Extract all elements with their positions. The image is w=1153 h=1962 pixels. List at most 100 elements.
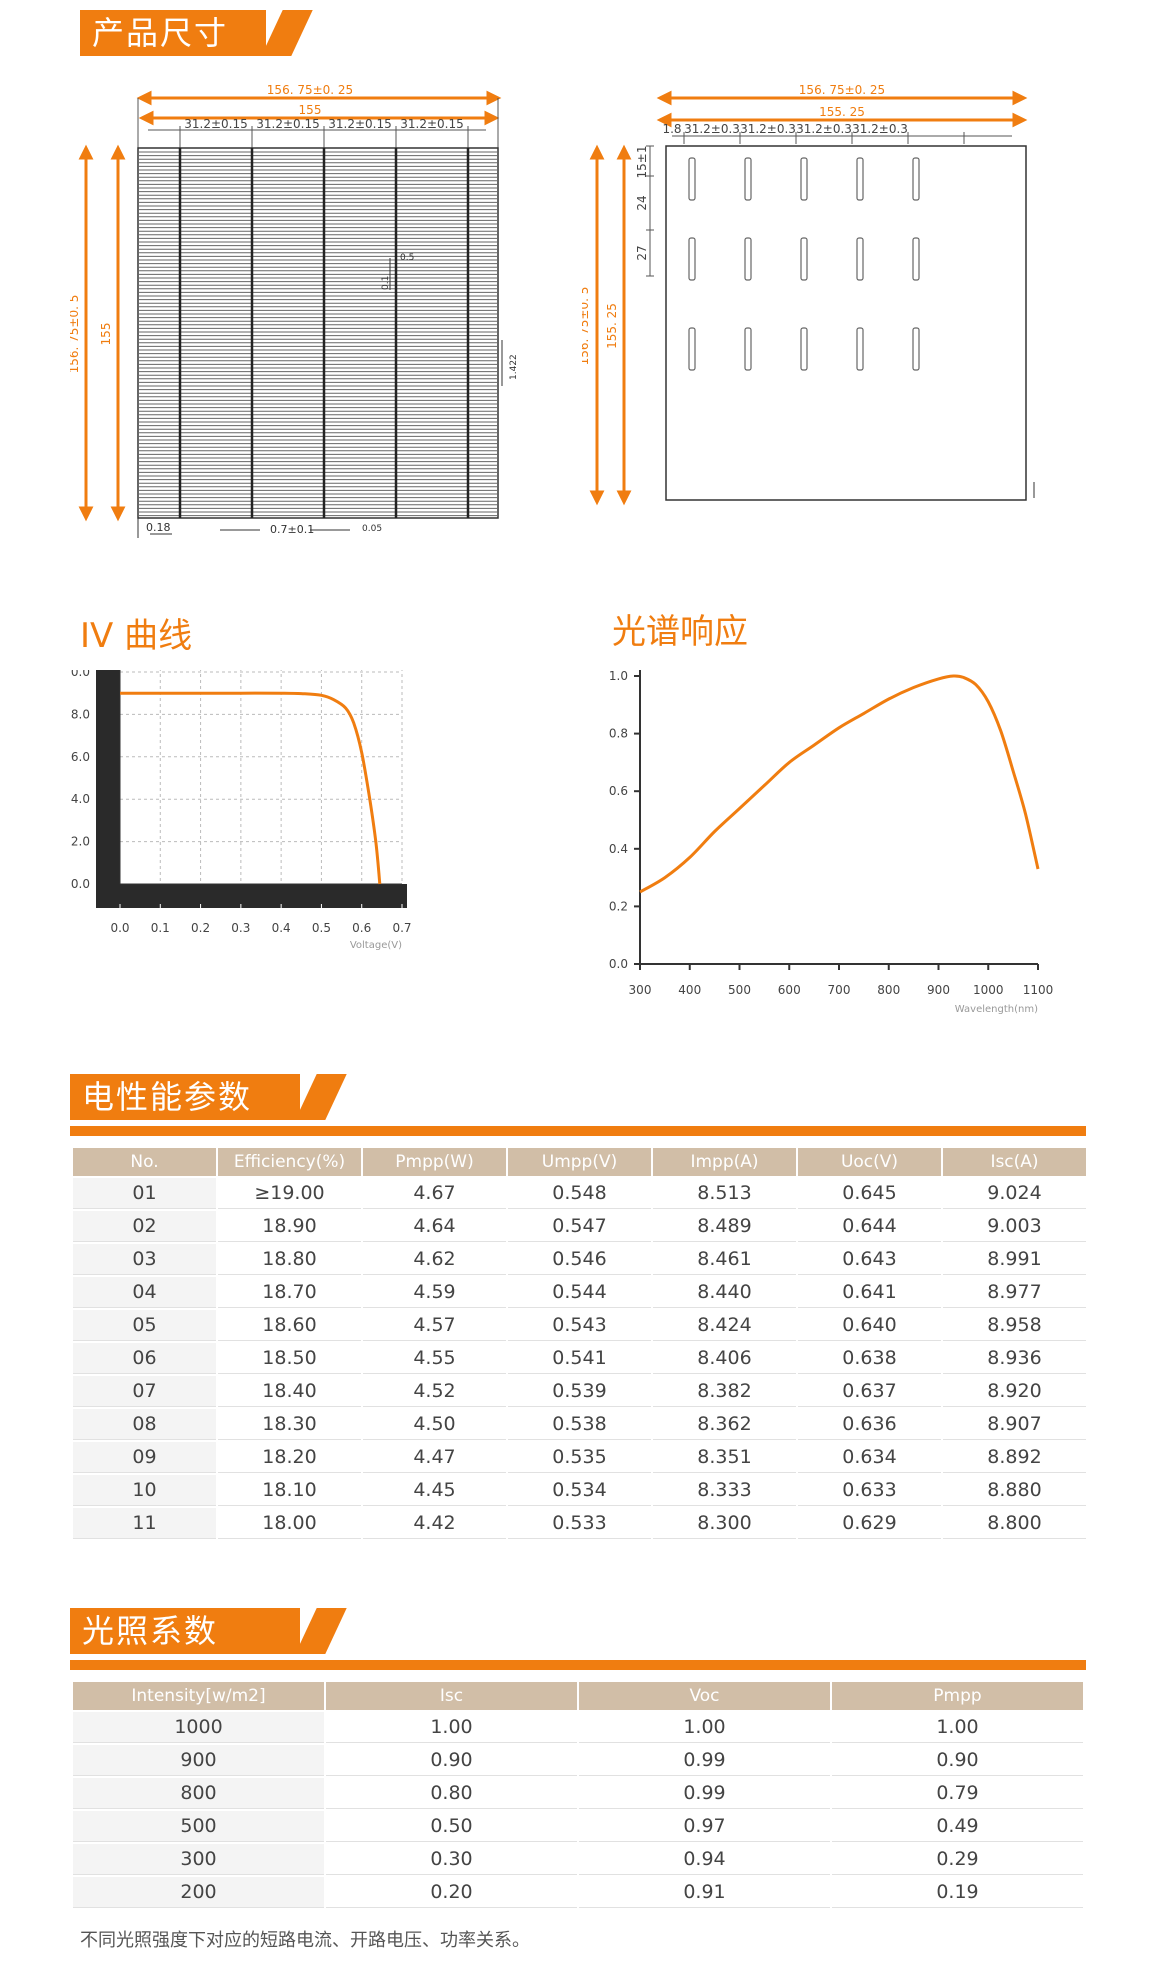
table-cell: 8.489 — [653, 1211, 796, 1242]
spectral-chart-title: 光谱响应 — [612, 612, 748, 652]
table-cell: 0.29 — [832, 1844, 1083, 1875]
table-cell: 0.90 — [832, 1745, 1083, 1776]
table-cell: 18.30 — [218, 1409, 361, 1440]
table-cell: ≥19.00 — [218, 1178, 361, 1209]
table-cell: 18.90 — [218, 1211, 361, 1242]
spectral-chart: 0.0 0.2 0.4 0.6 0.8 1.0 300 400 500 600 700 800 900 1… — [609, 670, 1053, 1015]
front-small-label: 0.1 — [381, 276, 391, 290]
x-axis-label: Wavelength(nm) — [955, 1004, 1038, 1015]
back-height-total: 156. 75±0. 5 — [582, 287, 591, 366]
x-tick-label: 0.5 — [312, 921, 331, 935]
table-header-cell: No. — [73, 1148, 216, 1176]
table-cell: 0.629 — [798, 1508, 941, 1539]
y-tick-label: 4.0 — [71, 792, 90, 806]
table-cell: 0.645 — [798, 1178, 941, 1209]
back-pitch-label: 31.2±0.3 — [852, 122, 908, 136]
table-row: 800 0.80 0.99 0.79 — [73, 1778, 1083, 1809]
table-cell: 1.00 — [326, 1712, 577, 1743]
table-cell: 8.880 — [943, 1475, 1086, 1506]
back-height-inner: 155. 25 — [605, 303, 619, 349]
chart-axes — [639, 670, 1038, 965]
table-cell: 0.99 — [579, 1745, 830, 1776]
table-cell: 500 — [73, 1811, 324, 1842]
table-cell: 0.543 — [508, 1310, 651, 1341]
back-pitch-label: 31.2±0.3 — [796, 122, 852, 136]
table-cell: 0.640 — [798, 1310, 941, 1341]
table-cell: 8.958 — [943, 1310, 1086, 1341]
table-header-cell: Isc — [326, 1682, 577, 1710]
banner-accent — [295, 1074, 347, 1120]
y-tick-label: 6.0 — [71, 750, 90, 764]
chart-frame — [96, 670, 407, 908]
x-axis-label: Voltage(V) — [350, 940, 402, 951]
back-width-inner: 155. 25 — [819, 105, 865, 119]
table-row: 05 18.60 4.57 0.543 8.424 0.640 8.958 — [73, 1310, 1086, 1341]
front-pitch-label: 31.2±0.15 — [184, 117, 248, 131]
table-row: 09 18.20 4.47 0.535 8.351 0.634 8.892 — [73, 1442, 1086, 1473]
table-cell: 4.64 — [363, 1211, 506, 1242]
x-tick-label: 400 — [678, 983, 701, 997]
y-tick-label: 0.4 — [609, 842, 628, 856]
back-vertical-label: 15±1 — [635, 146, 649, 179]
table-cell: 4.59 — [363, 1277, 506, 1308]
section-bar-irradiance — [70, 1660, 1086, 1670]
table-cell: 0.546 — [508, 1244, 651, 1275]
y-tick-label: 0.0 — [71, 877, 90, 891]
table-cell: 8.362 — [653, 1409, 796, 1440]
y-tick-label: 8.0 — [71, 707, 90, 721]
y-tick-label: 1.0 — [609, 670, 628, 683]
table-header-cell: Isc(A) — [943, 1148, 1086, 1176]
table-row: 10 18.10 4.45 0.534 8.333 0.633 8.880 — [73, 1475, 1086, 1506]
table-row: 01 ≥19.00 4.67 0.548 8.513 0.645 9.024 — [73, 1178, 1086, 1209]
irradiance-coefficient-table: Intensity[w/m2] Isc Voc Pmpp 1000 1.00 1.00 1.… — [71, 1680, 1085, 1910]
table-cell: 8.300 — [653, 1508, 796, 1539]
table-row: 300 0.30 0.94 0.29 — [73, 1844, 1083, 1875]
table-cell: 10 — [73, 1475, 216, 1506]
table-cell: 300 — [73, 1844, 324, 1875]
table-cell: 0.80 — [326, 1778, 577, 1809]
y-tick-label: 10.0 — [70, 670, 90, 679]
table-cell: 800 — [73, 1778, 324, 1809]
solder-pad — [856, 327, 864, 371]
x-tick-label: 0.3 — [231, 921, 250, 935]
table-header-cell: Voc — [579, 1682, 830, 1710]
banner-accent — [261, 10, 313, 56]
table-cell: 0.548 — [508, 1178, 651, 1209]
front-grid-drawing: 156. 75±0. 25 155 156. 75±0. 5 155 31.2±… — [70, 83, 519, 538]
table-cell: 9.024 — [943, 1178, 1086, 1209]
table-cell: 1000 — [73, 1712, 324, 1743]
front-small-label: 1.422 — [509, 354, 519, 380]
table-cell: 8.406 — [653, 1343, 796, 1374]
table-cell: 8.977 — [943, 1277, 1086, 1308]
y-tick-label: 0.2 — [609, 899, 628, 913]
table-cell: 4.45 — [363, 1475, 506, 1506]
x-tick-label: 900 — [927, 983, 950, 997]
table-cell: 0.544 — [508, 1277, 651, 1308]
x-tick-label: 0.6 — [352, 921, 371, 935]
table-cell: 9.003 — [943, 1211, 1086, 1242]
table-cell: 0.547 — [508, 1211, 651, 1242]
solder-pad — [800, 237, 808, 281]
table-cell: 09 — [73, 1442, 216, 1473]
table-cell: 08 — [73, 1409, 216, 1440]
solder-pad — [744, 237, 752, 281]
chart-series-line — [120, 691, 382, 885]
table-cell: 0.534 — [508, 1475, 651, 1506]
x-tick-label: 800 — [877, 983, 900, 997]
table-cell: 0.79 — [832, 1778, 1083, 1809]
back-edge-label: 1.8 — [662, 122, 681, 136]
table-cell: 18.40 — [218, 1376, 361, 1407]
table-cell: 0.49 — [832, 1811, 1083, 1842]
solder-pad — [688, 157, 696, 201]
back-vertical-label: 24 — [635, 195, 649, 210]
banner-accent — [295, 1608, 347, 1654]
front-width-inner: 155 — [299, 103, 322, 117]
y-tick-label: 0.6 — [609, 784, 628, 798]
table-header-cell: Uoc(V) — [798, 1148, 941, 1176]
section-banner-irradiance: 光照系数 — [70, 1608, 300, 1654]
x-tick-label: 300 — [629, 983, 652, 997]
front-pitch-label: 31.2±0.15 — [328, 117, 392, 131]
table-cell: 4.57 — [363, 1310, 506, 1341]
table-cell: 18.00 — [218, 1508, 361, 1539]
table-cell: 0.643 — [798, 1244, 941, 1275]
